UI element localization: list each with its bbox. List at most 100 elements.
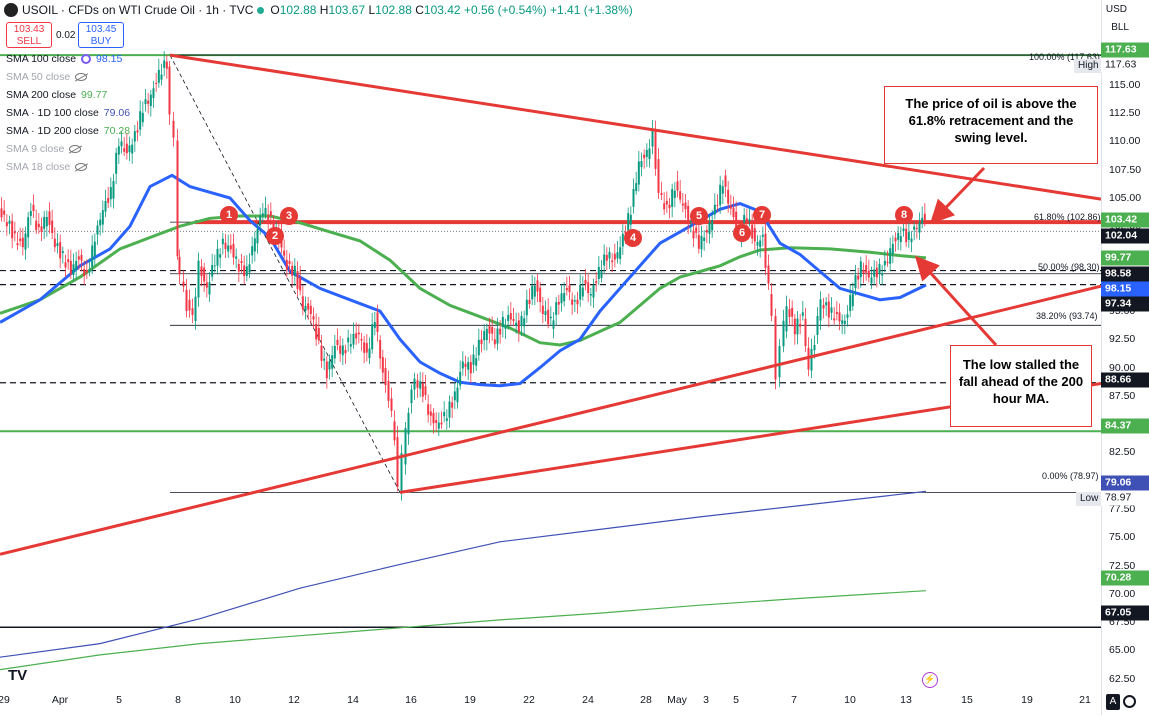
- price-tag: 98.58: [1101, 266, 1149, 282]
- indicator-name: SMA · 1D 100 close: [6, 107, 99, 119]
- time-tick-label: 5: [733, 694, 739, 706]
- hidden-eye-icon[interactable]: [75, 163, 88, 171]
- trendline-1: [169, 53, 1102, 201]
- time-tick-label: 24: [582, 694, 594, 706]
- indicator-sma-1d-200[interactable]: SMA · 1D 200 close 70.28: [6, 123, 130, 139]
- sma200-line: [0, 214, 927, 347]
- time-tick-label: 19: [464, 694, 476, 706]
- marker-8: 8: [895, 206, 913, 224]
- indicator-name: SMA 200 close: [6, 89, 77, 101]
- price-tick-label: 65.00: [1109, 644, 1136, 657]
- time-tick-label: 12: [288, 694, 300, 706]
- marker-7: 7: [753, 206, 771, 224]
- price-tag: 103.42: [1101, 212, 1149, 228]
- callout-bottom: The low stalled the fall ahead of the 20…: [950, 345, 1092, 427]
- settings-icon[interactable]: [81, 54, 92, 64]
- price-tag: 70.28: [1101, 570, 1149, 586]
- sell-button[interactable]: 103.43 SELL: [6, 22, 52, 48]
- time-tick-label: 13: [900, 694, 912, 706]
- trendline-2: [0, 284, 1102, 556]
- settings-gear-icon[interactable]: [1123, 695, 1136, 708]
- price-tick-label: 72.50: [1109, 559, 1136, 572]
- sell-price: 103.43: [13, 24, 45, 35]
- indicator-sma9[interactable]: SMA 9 close: [6, 141, 82, 157]
- ohlc-change: +0.56 (+0.54%): [463, 3, 547, 17]
- indicator-value: 79.06: [103, 107, 131, 119]
- callout-top: The price of oil is above the 61.8% retr…: [884, 86, 1098, 164]
- symbol-title[interactable]: USOIL · CFDs on WTI Crude Oil · 1h · TVC: [22, 3, 254, 17]
- indicator-name: SMA · 1D 200 close: [6, 125, 99, 137]
- buy-price: 103.45: [85, 24, 117, 35]
- price-axis[interactable]: USD BLL: [1101, 0, 1149, 715]
- indicator-sma100[interactable]: SMA 100 close 98.15: [6, 51, 122, 67]
- fib-diagonal: [169, 54, 401, 493]
- indicator-sma18[interactable]: SMA 18 close: [6, 159, 88, 175]
- price-tick-label: 82.50: [1109, 446, 1136, 459]
- indicator-value: 70.28: [103, 125, 131, 137]
- price-tag: 84.37: [1101, 418, 1149, 434]
- price-tag: 98.15: [1101, 281, 1149, 297]
- arrow-top: [929, 166, 986, 225]
- price-tick-label: 92.50: [1109, 333, 1136, 346]
- indicator-name: SMA 50 close: [6, 71, 71, 83]
- indicator-sma50[interactable]: SMA 50 close: [6, 69, 88, 85]
- arrow-bottom: [914, 255, 998, 347]
- time-tick-label: 28: [640, 694, 652, 706]
- marker-2: 2: [266, 227, 284, 245]
- marker-3: 3: [280, 207, 298, 225]
- hidden-eye-icon[interactable]: [69, 145, 82, 153]
- price-tick-label: 90.00: [1109, 361, 1136, 374]
- time-tick-label: 3: [703, 694, 709, 706]
- high-label: High: [1074, 59, 1103, 73]
- time-tick-label: 19: [1021, 694, 1033, 706]
- time-tick-label: 5: [116, 694, 122, 706]
- time-tick-label: Apr: [51, 694, 69, 706]
- time-tick-label: 10: [844, 694, 856, 706]
- buy-button[interactable]: 103.45 BUY: [78, 22, 124, 48]
- market-status-icon: [257, 6, 265, 14]
- sma-1d-100-line: [0, 490, 927, 658]
- price-tick-label: 110.00: [1109, 135, 1141, 148]
- price-tag: 99.77: [1101, 250, 1149, 266]
- marker-4: 4: [624, 229, 642, 247]
- indicator-sma200[interactable]: SMA 200 close 99.77: [6, 87, 107, 103]
- spread-value: 0.02: [56, 29, 76, 41]
- ohlc-change-2: +1.41 (+1.38%): [550, 3, 633, 17]
- marker-6: 6: [733, 224, 751, 242]
- indicator-value: 99.77: [81, 89, 108, 101]
- price-tag: 67.05: [1101, 605, 1149, 621]
- time-tick-label: 8: [175, 694, 181, 706]
- price-tick-label: 105.00: [1109, 191, 1142, 204]
- fib-label-100: 100.00% (117.63): [1029, 52, 1100, 62]
- time-tick-label: 16: [405, 694, 417, 706]
- low-label: Low: [1076, 492, 1103, 506]
- price-tag: 78.97: [1101, 490, 1149, 506]
- price-tick-label: 107.50: [1109, 163, 1142, 176]
- price-tick-label: 115.00: [1109, 78, 1141, 91]
- currency-label[interactable]: USD: [1105, 4, 1127, 15]
- unit-label[interactable]: BLL: [1111, 22, 1129, 33]
- hidden-eye-icon[interactable]: [75, 73, 88, 81]
- price-tag: 117.63: [1101, 42, 1149, 58]
- ohlc-readout: O102.88 H103.67 L102.88 C103.42 +0.56 (+…: [270, 3, 632, 17]
- price-tick-label: 62.50: [1109, 672, 1136, 685]
- indicator-sma-1d-100[interactable]: SMA · 1D 100 close 79.06: [6, 105, 130, 121]
- ohlc-close-label: C: [415, 3, 424, 17]
- ohlc-open: 102.88: [279, 3, 317, 17]
- tradingview-logo: TV: [8, 667, 28, 684]
- price-tick-label: 112.50: [1109, 107, 1141, 120]
- auto-scale-button[interactable]: A: [1106, 694, 1120, 710]
- trade-panel: 103.43 SELL 0.02 103.45 BUY: [6, 22, 124, 48]
- marker-5: 5: [690, 207, 708, 225]
- indicator-name: SMA 100 close: [6, 53, 77, 65]
- flash-icon[interactable]: ⚡: [922, 672, 938, 688]
- buy-label: BUY: [90, 36, 112, 47]
- time-tick-label: 10: [229, 694, 241, 706]
- symbol-icon: [4, 3, 18, 17]
- fib-label-382: 38.20% (93.74): [1036, 311, 1098, 321]
- price-tag: 117.63: [1101, 57, 1149, 73]
- marker-1: 1: [220, 206, 238, 224]
- price-tick-label: 75.00: [1109, 531, 1136, 544]
- price-tick-label: 87.50: [1109, 389, 1136, 402]
- price-tick-label: 70.00: [1109, 587, 1136, 600]
